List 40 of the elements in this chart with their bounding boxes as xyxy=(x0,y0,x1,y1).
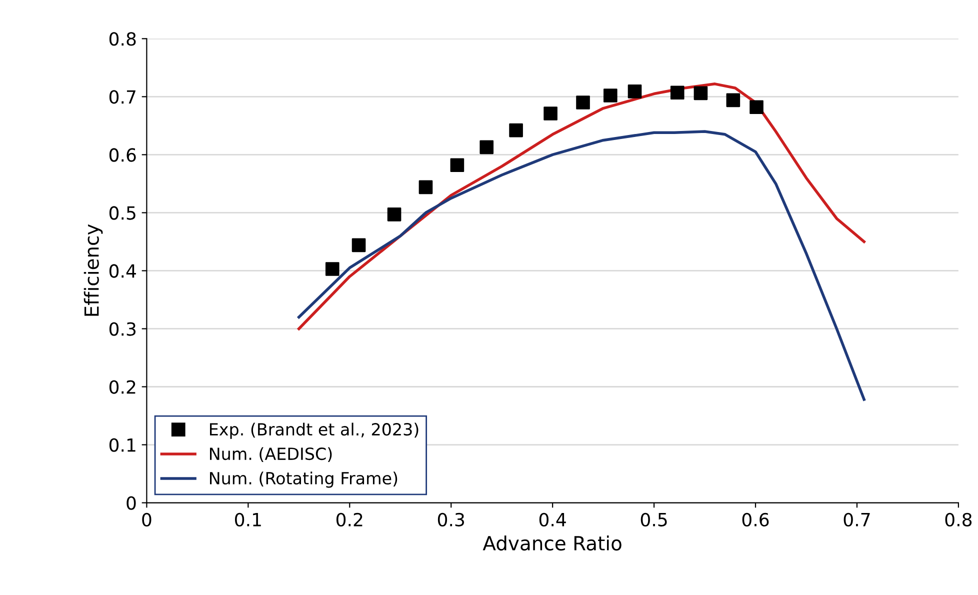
legend-label: Num. (Rotating Frame) xyxy=(210,472,398,488)
point xyxy=(509,123,523,138)
x-tick-label: 0.7 xyxy=(844,512,870,526)
legend-label: Num. (AEDISC) xyxy=(210,447,332,462)
point xyxy=(576,96,590,110)
y-tick-label: 0.5 xyxy=(109,206,136,220)
y-tick-label: 0 xyxy=(126,496,136,510)
point xyxy=(387,208,402,222)
x-tick-label: 0.1 xyxy=(235,512,261,526)
point xyxy=(352,238,366,252)
x-tick-label: 0.2 xyxy=(336,512,362,526)
x-tick-label: 0 xyxy=(142,512,152,526)
point xyxy=(418,180,433,194)
y-tick-label: 0.2 xyxy=(109,380,136,394)
line-series xyxy=(298,130,866,401)
x-axis-title: Advance Ratio xyxy=(482,536,622,551)
point xyxy=(325,262,340,276)
legend-label: Exp. (Brandt et al., 2023) xyxy=(210,422,418,439)
point xyxy=(544,106,558,120)
point xyxy=(726,93,740,108)
x-tick-label: 0.5 xyxy=(640,512,667,526)
y-tick-label: 0.6 xyxy=(109,148,136,162)
x-tick-label: 0.8 xyxy=(945,512,972,526)
line-series xyxy=(298,82,866,330)
y-tick-label: 0.3 xyxy=(109,322,136,336)
x-tick-label: 0.6 xyxy=(742,512,769,526)
point xyxy=(670,86,684,100)
point xyxy=(750,100,764,114)
point xyxy=(694,86,708,100)
y-tick-label: 0.8 xyxy=(109,32,136,46)
y-axis-title: Efficiency xyxy=(84,224,103,316)
point xyxy=(604,88,618,102)
point xyxy=(628,84,642,98)
y-tick-label: 0.1 xyxy=(109,438,136,452)
y-tick-label: 0.4 xyxy=(109,264,136,278)
x-tick-label: 0.3 xyxy=(438,512,464,526)
point xyxy=(450,158,464,172)
y-tick-label: 0.7 xyxy=(109,90,136,104)
x-tick-label: 0.4 xyxy=(539,512,566,526)
point xyxy=(480,140,494,154)
